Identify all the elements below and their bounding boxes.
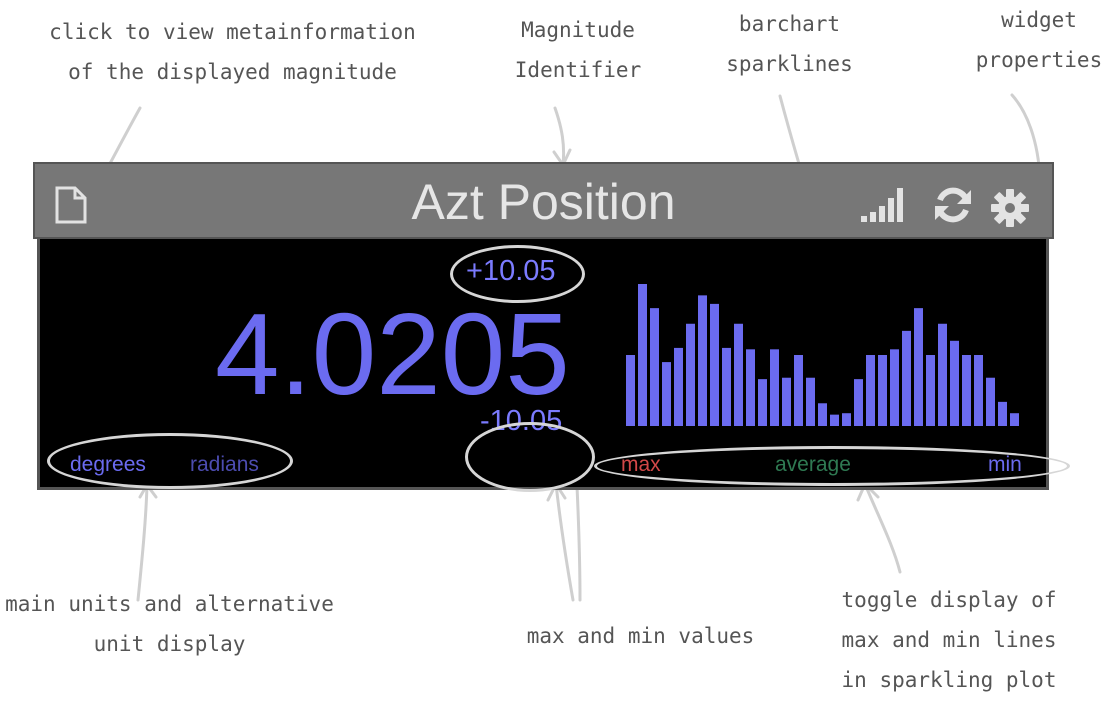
- sparkline-bar: [698, 295, 707, 426]
- sparkline-bar: [650, 308, 659, 426]
- sparkline-bar: [794, 355, 803, 426]
- note-identifier: Magnitude Identifier: [514, 18, 642, 82]
- document-icon[interactable]: [55, 186, 87, 228]
- sparkline-bar: [782, 377, 791, 426]
- sparkline-bar: [1010, 413, 1019, 426]
- arrow-toggle: [863, 482, 902, 574]
- sparkline-bar: [878, 355, 887, 426]
- sparkline-bar: [806, 377, 815, 426]
- sparkline-bar: [758, 379, 767, 426]
- sparkline-barchart: [626, 284, 1019, 426]
- sparkline-bar: [962, 355, 971, 426]
- sparkline-bar: [746, 349, 755, 426]
- sparkline-bar: [938, 323, 947, 426]
- highlight-legend: [594, 446, 1070, 486]
- sparkline-bar: [974, 355, 983, 426]
- sparkline-bar: [722, 347, 731, 426]
- sparkline-bar: [638, 284, 647, 426]
- note-metainfo: click to view metainformation of the dis…: [49, 20, 416, 84]
- arrow-identifier: [553, 106, 566, 167]
- sparkline-bar: [902, 330, 911, 426]
- sparkline-bar: [854, 379, 863, 426]
- note-sparklines: barchart sparklines: [726, 12, 853, 76]
- sparkline-bar: [986, 377, 995, 426]
- gear-icon[interactable]: [990, 188, 1030, 232]
- sparkline-bar: [950, 340, 959, 426]
- widget-titlebar: Azt Position: [33, 162, 1054, 239]
- signal-bars-icon[interactable]: [861, 184, 909, 228]
- highlight-min: [465, 422, 595, 492]
- refresh-icon[interactable]: [933, 186, 973, 228]
- magnitude-identifier: Azt Position: [411, 174, 676, 230]
- sparkline-bar: [998, 401, 1007, 426]
- arrow-units: [136, 483, 149, 602]
- sparkline-bar: [926, 355, 935, 426]
- magnitude-value: 4.0205: [215, 289, 570, 419]
- note-maxmin: max and min values: [526, 624, 755, 648]
- sparkline-bar: [830, 414, 839, 426]
- sparkline-bar: [842, 413, 851, 426]
- sparkline-bar: [914, 308, 923, 426]
- note-units: main units and alternative unit display: [5, 592, 334, 656]
- sparkline-bar: [686, 323, 695, 426]
- sparkline-bar: [710, 303, 719, 426]
- arrow-min: [554, 482, 575, 602]
- sparkline-bar: [770, 349, 779, 426]
- highlight-max: [450, 245, 585, 303]
- sparkline-bar: [662, 362, 671, 426]
- sparkline-bar: [818, 403, 827, 426]
- note-toggle: toggle display of max and min lines in s…: [841, 588, 1057, 692]
- sparkline-bar: [734, 323, 743, 426]
- sparkline-bar: [626, 355, 635, 426]
- note-properties: widget properties: [975, 8, 1103, 72]
- highlight-units: [47, 433, 293, 489]
- sparkline-bar: [866, 355, 875, 426]
- sparkline-bar: [674, 347, 683, 426]
- sparkline-bar: [890, 349, 899, 426]
